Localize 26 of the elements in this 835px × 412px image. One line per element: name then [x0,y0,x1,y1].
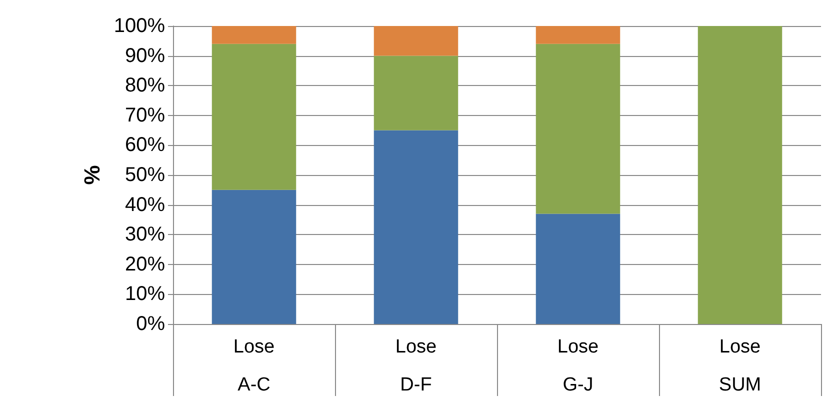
y-tick-label: 40% [124,194,166,216]
bar [374,26,458,56]
y-tick-label: 70% [124,104,166,126]
bar [536,26,620,44]
bar [374,130,458,324]
y-axis-title: % [79,165,104,185]
y-tick-label: 60% [124,134,166,156]
y-tick-label: 50% [124,164,166,186]
y-tick-label: 100% [114,15,166,37]
y-tick-label: 0% [136,313,166,335]
y-tick-label: 10% [124,283,166,306]
bar [212,44,296,190]
x-tick-label: Lose D-F [395,336,437,396]
x-tick-label: Lose SUM [718,336,762,396]
y-tick-label: 20% [124,253,166,276]
y-tick-label: 90% [124,44,166,67]
x-tick-label: Lose A-C [233,336,275,396]
bar [374,56,458,130]
x-tick-label: Lose G-J [557,336,599,396]
bar [536,44,620,214]
bar [212,26,296,44]
bar [212,190,296,324]
bar [698,26,782,324]
bar [536,214,620,324]
y-tick-label: 30% [124,224,166,246]
y-tick-label: 80% [124,74,166,97]
